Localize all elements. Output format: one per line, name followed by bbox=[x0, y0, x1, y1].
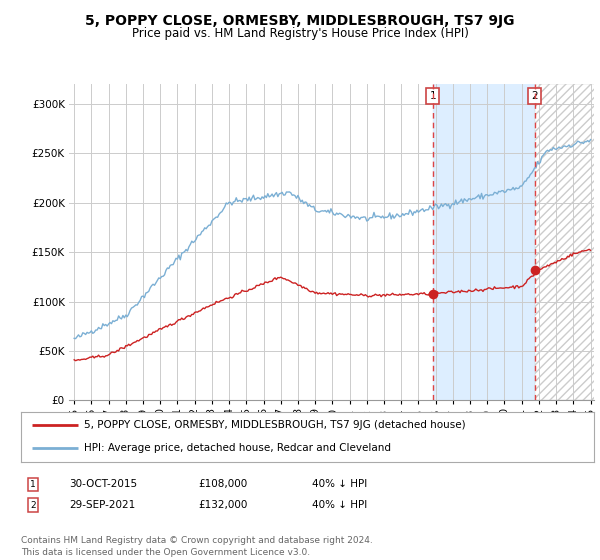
Text: 5, POPPY CLOSE, ORMESBY, MIDDLESBROUGH, TS7 9JG (detached house): 5, POPPY CLOSE, ORMESBY, MIDDLESBROUGH, … bbox=[84, 420, 466, 430]
Text: 1: 1 bbox=[30, 480, 36, 489]
Text: £108,000: £108,000 bbox=[198, 479, 247, 489]
Text: 2: 2 bbox=[532, 91, 538, 101]
Text: Price paid vs. HM Land Registry's House Price Index (HPI): Price paid vs. HM Land Registry's House … bbox=[131, 27, 469, 40]
Text: Contains HM Land Registry data © Crown copyright and database right 2024.
This d: Contains HM Land Registry data © Crown c… bbox=[21, 536, 373, 557]
Text: 40% ↓ HPI: 40% ↓ HPI bbox=[312, 479, 367, 489]
Text: 5, POPPY CLOSE, ORMESBY, MIDDLESBROUGH, TS7 9JG: 5, POPPY CLOSE, ORMESBY, MIDDLESBROUGH, … bbox=[85, 14, 515, 28]
Text: 1: 1 bbox=[430, 91, 436, 101]
Text: £132,000: £132,000 bbox=[198, 500, 247, 510]
Bar bbox=[433, 84, 535, 400]
Text: 30-OCT-2015: 30-OCT-2015 bbox=[69, 479, 137, 489]
Text: 29-SEP-2021: 29-SEP-2021 bbox=[69, 500, 135, 510]
Text: 2: 2 bbox=[30, 501, 36, 510]
Bar bbox=[535, 84, 599, 400]
Text: 40% ↓ HPI: 40% ↓ HPI bbox=[312, 500, 367, 510]
Text: HPI: Average price, detached house, Redcar and Cleveland: HPI: Average price, detached house, Redc… bbox=[84, 444, 391, 454]
